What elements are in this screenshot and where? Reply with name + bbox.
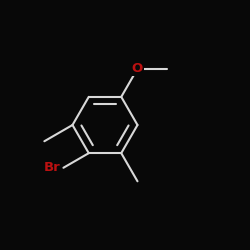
Text: O: O bbox=[132, 62, 143, 75]
Text: Br: Br bbox=[44, 161, 61, 174]
